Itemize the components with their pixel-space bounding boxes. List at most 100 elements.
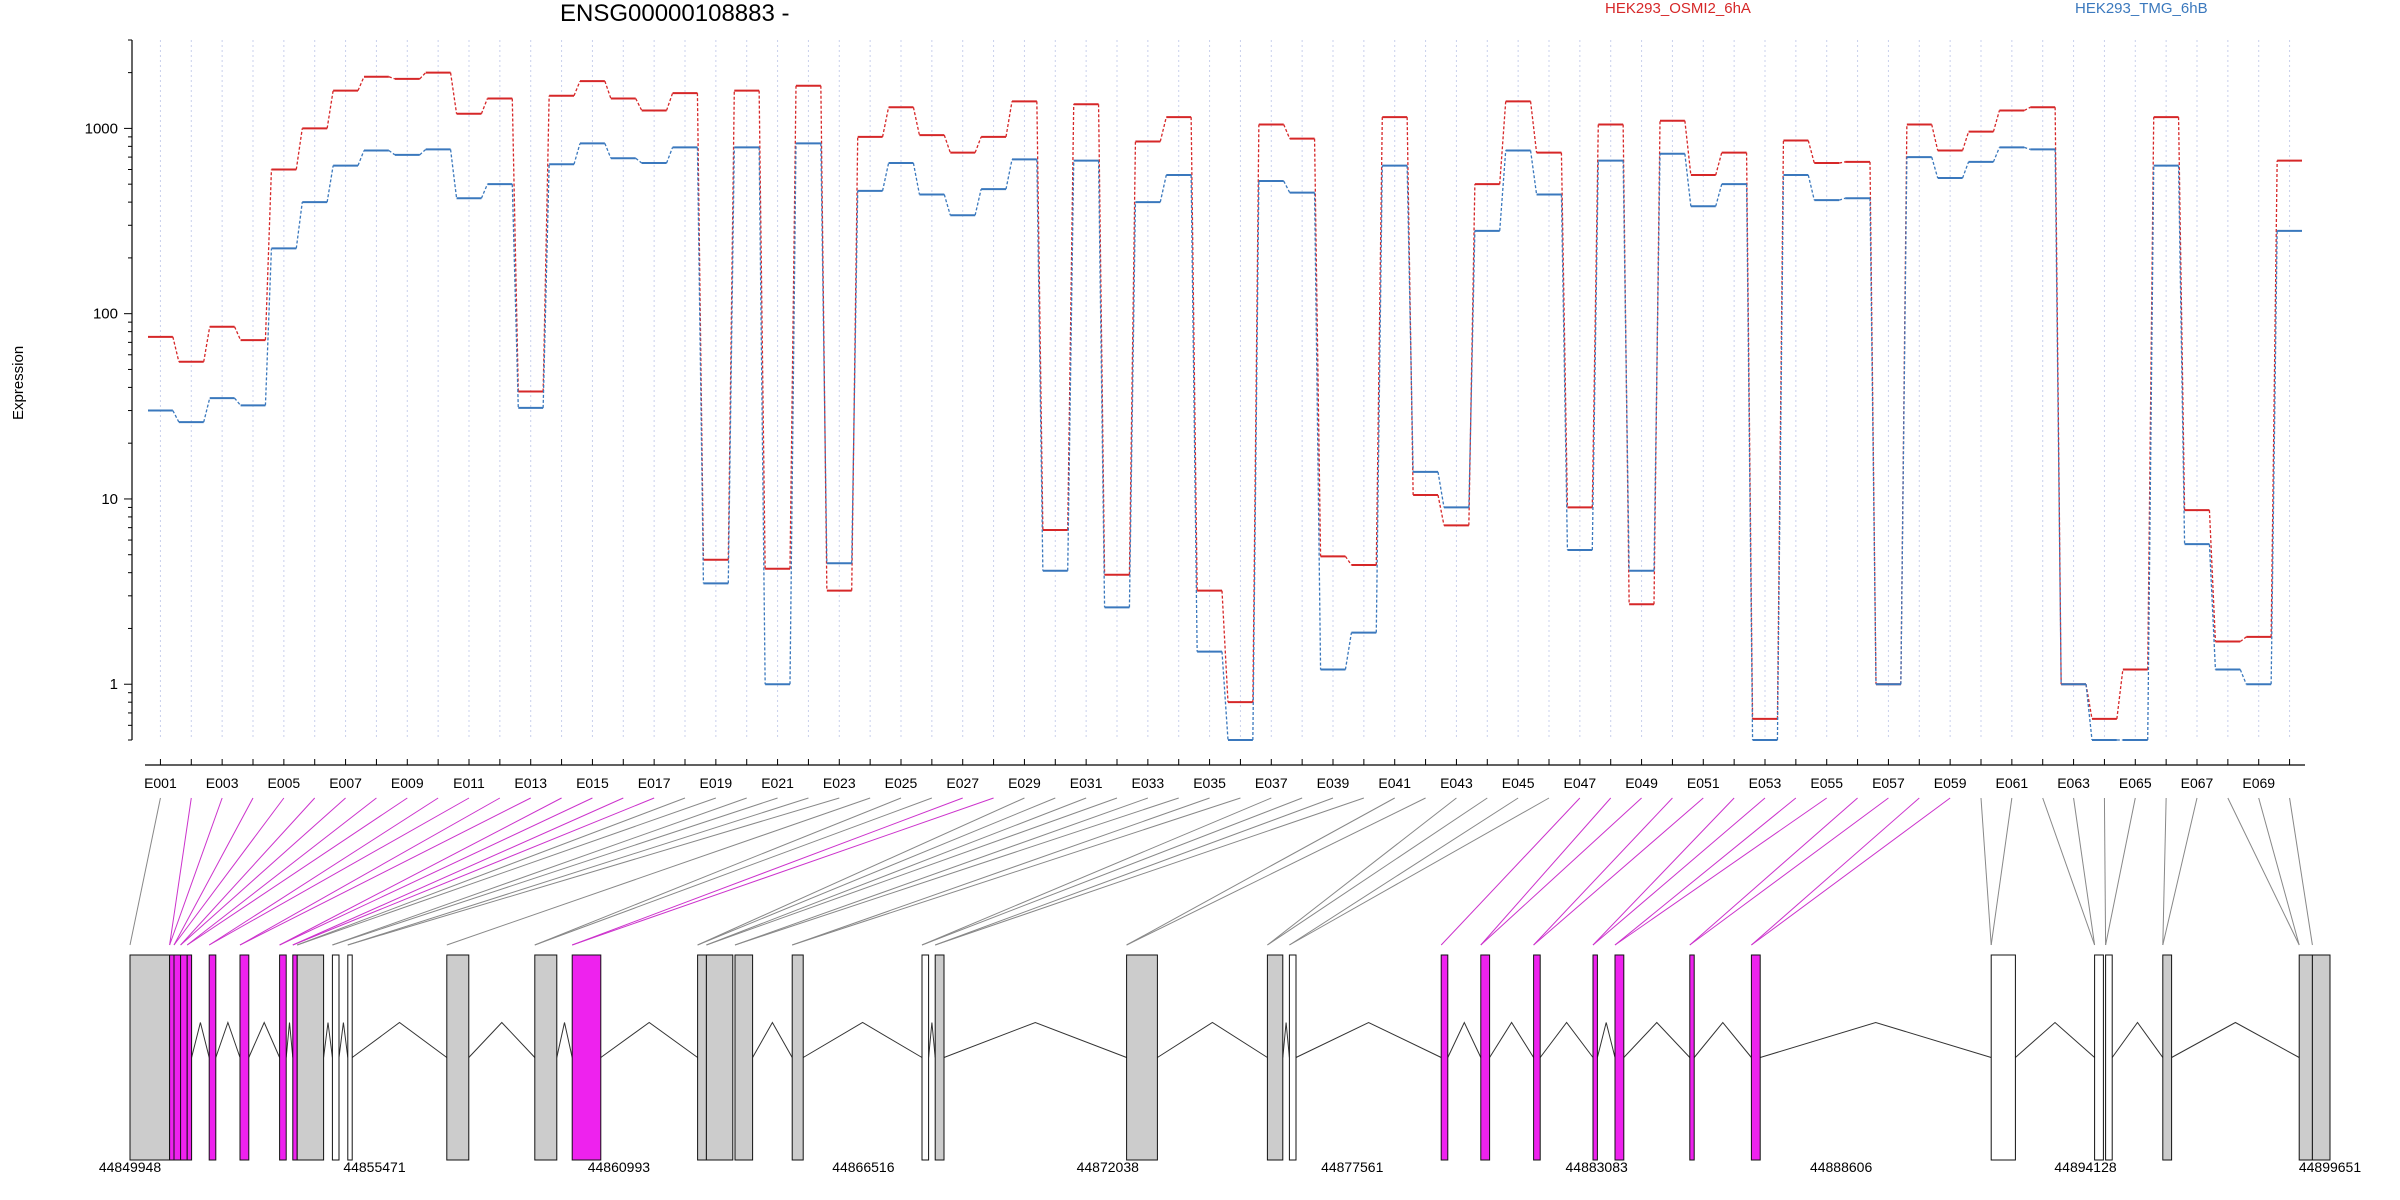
exon-connector	[208, 797, 470, 946]
series-connector	[1715, 184, 1723, 207]
intron-line	[191, 1022, 210, 1058]
series-connector	[665, 92, 674, 111]
x-tick-label: E027	[946, 775, 979, 791]
series-connector	[820, 85, 828, 591]
series-connector	[635, 98, 643, 111]
series-1	[148, 71, 2302, 720]
series-connector	[1190, 117, 1198, 591]
series-connector	[851, 136, 859, 591]
series-connector	[295, 128, 303, 170]
x-tick-label: E051	[1687, 775, 1720, 791]
genomic-tick-label: 44899651	[2299, 1159, 2362, 1175]
exon-connector	[1289, 797, 1550, 946]
series-connector	[511, 184, 519, 408]
x-tick-label: E037	[1255, 775, 1288, 791]
exon-connector	[169, 797, 223, 946]
exon-block	[1533, 954, 1541, 1161]
intron-line	[468, 1021, 536, 1058]
exon-block	[186, 954, 193, 1161]
exon-connector	[2042, 797, 2096, 946]
exon-connector	[2258, 797, 2300, 946]
series-connector	[573, 143, 581, 165]
x-tick-label: E043	[1440, 775, 1473, 791]
genomic-tick-label: 44894128	[2054, 1159, 2117, 1175]
series-connector	[172, 336, 180, 362]
exon-connector	[1689, 797, 1858, 946]
x-tick-label: E017	[638, 775, 671, 791]
intron-line	[1596, 1022, 1616, 1058]
exon-block	[173, 954, 182, 1161]
exon-connector	[572, 797, 994, 946]
series-connector	[604, 143, 612, 159]
genomic-tick-label: 44888606	[1810, 1159, 1873, 1175]
series-connector	[203, 397, 211, 423]
series-connector	[1375, 117, 1383, 566]
series-connector	[912, 107, 921, 136]
series-connector	[326, 165, 334, 203]
exon-connector	[173, 797, 285, 946]
exon-connector	[279, 797, 593, 946]
exon-connector	[921, 797, 1303, 946]
series-connector	[1005, 159, 1013, 190]
exon-connector	[446, 797, 871, 946]
exon-connector	[697, 797, 1056, 946]
series-connector	[1159, 116, 1167, 142]
exon-block	[169, 954, 175, 1161]
exon-connector	[734, 797, 1179, 946]
series-connector	[1375, 165, 1383, 633]
series-connector	[2177, 117, 2186, 511]
intron-line	[802, 1021, 923, 1058]
series-connector	[881, 107, 890, 138]
genomic-tick-label: 44877561	[1321, 1159, 1384, 1175]
exon-block	[705, 954, 734, 1161]
series-connector	[1406, 165, 1414, 472]
series-connector	[1283, 180, 1291, 193]
series-connector	[2208, 510, 2217, 642]
genomic-tick-label: 44860993	[588, 1159, 651, 1175]
x-tick-label: E029	[1008, 775, 1041, 791]
x-tick-label: E047	[1564, 775, 1597, 791]
exon-connector	[129, 797, 161, 946]
exon-connector	[1126, 797, 1395, 946]
series-connector	[1437, 471, 1445, 508]
series-connector	[1067, 104, 1075, 530]
exon-connector	[292, 797, 624, 946]
series-connector	[1128, 202, 1137, 608]
genomic-tick-label: 44883083	[1566, 1159, 1629, 1175]
exon-connector	[572, 797, 963, 946]
x-tick-label: E019	[700, 775, 733, 791]
series-connector	[1961, 161, 1970, 179]
exon-connector	[332, 797, 778, 946]
exon-block	[1614, 954, 1625, 1161]
series-connector	[511, 98, 519, 392]
x-tick-label: E065	[2119, 775, 2152, 791]
intron-line	[2015, 1021, 2095, 1058]
series-connector	[1036, 159, 1044, 571]
x-tick-label: E069	[2242, 775, 2275, 791]
exon-connector	[279, 797, 562, 946]
series-connector	[727, 147, 735, 584]
series-connector	[1159, 174, 1167, 203]
series-connector	[727, 90, 735, 560]
exon-block	[1592, 954, 1598, 1161]
exon-block	[239, 954, 250, 1161]
series-connector	[943, 194, 951, 216]
x-tick-label: E063	[2057, 775, 2090, 791]
x-tick-label: E045	[1502, 775, 1535, 791]
exon-connector	[1533, 797, 1673, 946]
intron-line	[338, 1022, 349, 1058]
exon-connector	[2162, 797, 2167, 946]
series-connector	[1622, 160, 1630, 571]
x-tick-label: E015	[576, 775, 609, 791]
series-connector	[1869, 198, 1877, 685]
series-connector	[2024, 146, 2031, 151]
intron-line	[928, 1022, 936, 1058]
y-tick-label: 1000	[85, 120, 118, 137]
legend-item-osmi2: HEK293_OSMI2_6hA	[1605, 0, 1751, 17]
intron-line	[215, 1020, 241, 1058]
series-connector	[1128, 141, 1137, 575]
series-connector	[2239, 636, 2247, 643]
x-tick-label: E039	[1317, 775, 1350, 791]
series-connector	[172, 410, 180, 423]
x-tick-label: E035	[1193, 775, 1226, 791]
